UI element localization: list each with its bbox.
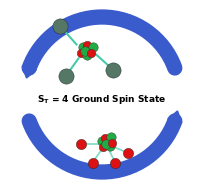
Point: [91, 161, 94, 164]
Text: $\mathbf{S_T}$ = 4 Ground Spin State: $\mathbf{S_T}$ = 4 Ground Spin State: [38, 93, 166, 106]
Point: [85, 44, 88, 47]
Point: [89, 51, 93, 54]
Point: [91, 45, 94, 48]
Point: [86, 53, 89, 57]
Point: [103, 136, 106, 139]
Point: [110, 141, 113, 144]
Point: [127, 152, 130, 155]
Point: [80, 142, 83, 145]
Point: [83, 50, 87, 53]
Point: [100, 139, 104, 143]
Point: [112, 68, 115, 71]
Point: [59, 25, 62, 28]
Polygon shape: [22, 66, 36, 78]
Point: [107, 138, 110, 141]
Point: [104, 142, 108, 145]
Point: [109, 135, 112, 138]
Point: [108, 145, 111, 148]
Point: [79, 52, 83, 55]
Point: [101, 146, 105, 149]
Point: [114, 161, 117, 164]
Polygon shape: [168, 111, 182, 123]
Point: [87, 47, 91, 50]
Point: [81, 46, 84, 49]
Point: [64, 74, 68, 77]
